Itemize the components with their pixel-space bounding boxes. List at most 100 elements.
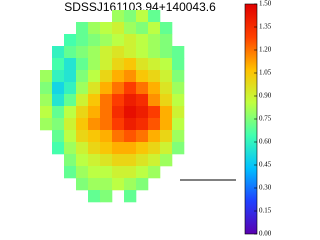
map-cell [136,10,149,23]
map-cell [160,58,173,71]
map-cell [172,118,185,131]
map-cell [88,82,101,95]
map-cell [160,130,173,143]
map-cell [100,154,113,167]
map-cell [100,178,113,191]
map-cell [76,82,89,95]
map-cell [100,130,113,143]
map-cell [52,94,65,107]
map-cell [136,142,149,155]
map-cell [100,166,113,179]
map-cell [148,142,161,155]
map-cell [124,70,137,83]
map-cell [52,118,65,131]
map-cell [52,106,65,119]
map-cell [88,154,101,167]
map-cell [136,94,149,107]
colorbar-tick-label: 0.60 [259,138,272,146]
map-cell [100,22,113,35]
map-cell [124,178,137,191]
map-cell [100,118,113,131]
map-cell [112,94,125,107]
map-cell [124,130,137,143]
map-cell [160,46,173,59]
map-cell [160,82,173,95]
map-cell [136,82,149,95]
map-cell [112,130,125,143]
map-cell [52,70,65,83]
map-cell [160,142,173,155]
map-cell [52,58,65,71]
map-cell [160,106,173,119]
map-cell [52,142,65,155]
map-cell [172,58,185,71]
map-cell [100,82,113,95]
map-cell [160,22,173,35]
map-cell [52,82,65,95]
map-cell [172,142,185,155]
map-cell [172,82,185,95]
map-cell [136,70,149,83]
map-cell [64,130,77,143]
map-cell [148,106,161,119]
map-cell [112,154,125,167]
map-cell [172,130,185,143]
map-cell [100,58,113,71]
map-cell [124,34,137,47]
map-cell [136,154,149,167]
map-cell [100,34,113,47]
map-cell [88,46,101,59]
map-cell [148,94,161,107]
map-cell [136,118,149,131]
map-cell [172,46,185,59]
map-cell [124,142,137,155]
map-cell [136,178,149,191]
map-cell [100,94,113,107]
map-cell [124,106,137,119]
map-cell [136,46,149,59]
map-cell [88,94,101,107]
map-cell [76,22,89,35]
map-cell [64,154,77,167]
chart-title: SDSSJ161103.94+140043.6 [64,0,216,14]
map-cell [136,106,149,119]
map-cell [76,70,89,83]
map-cell [148,22,161,35]
colorbar-tick-label: 0.45 [259,161,272,169]
map-cell [64,106,77,119]
map-cell [88,118,101,131]
map-cell [112,82,125,95]
map-cell [136,22,149,35]
map-cell [40,82,53,95]
map-cell [136,166,149,179]
map-cell [112,46,125,59]
map-cell [88,58,101,71]
map-cell [136,130,149,143]
map-cell [124,46,137,59]
colorbar-tick-label: 0.30 [259,184,272,192]
map-cell [112,106,125,119]
map-cell [64,70,77,83]
map-cell [136,58,149,71]
map-cell [124,58,137,71]
map-cell [88,178,101,191]
map-cell [64,58,77,71]
map-cell [148,46,161,59]
colorbar-tick-label: 0.15 [259,207,272,215]
map-cell [172,94,185,107]
map-cell [112,142,125,155]
map-cell [172,106,185,119]
map-cell [76,94,89,107]
map-cell [40,118,53,131]
map-cell [100,190,113,203]
map-cell [88,130,101,143]
map-cell [124,190,137,203]
map-cell [124,166,137,179]
map-cell [76,142,89,155]
map-cell [88,142,101,155]
map-cell [76,34,89,47]
map-cell [112,118,125,131]
map-cell [88,190,101,203]
map-cell [40,106,53,119]
map-cell [160,118,173,131]
